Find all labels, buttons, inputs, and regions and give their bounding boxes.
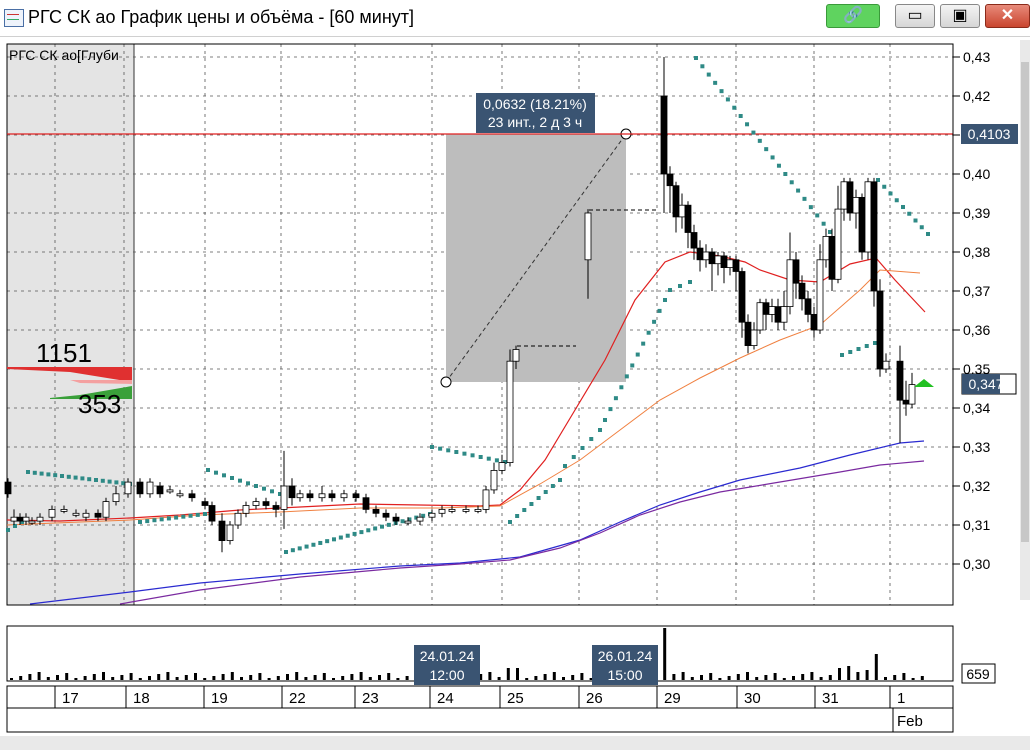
price-tick-label: 0,40 (963, 166, 990, 182)
price-tick-label: 0,31 (963, 517, 990, 533)
date-tick-label: 19 (211, 690, 228, 707)
link-icon: 🔗 (843, 7, 863, 24)
vertical-scroll-thumb[interactable] (1021, 62, 1029, 542)
price-tick-label: 0,36 (963, 322, 990, 338)
crosshair-time: 12:00 (429, 667, 464, 683)
price-tick-label: 0,38 (963, 244, 990, 260)
horizontal-scrollbar[interactable] (0, 736, 1030, 750)
maximize-button[interactable]: ▣ (940, 4, 980, 28)
orderbook-bid-volume: 353 (78, 389, 121, 419)
chart-app-icon (4, 9, 24, 27)
close-icon: ✕ (1000, 7, 1015, 24)
measure-start-handle[interactable] (440, 376, 452, 388)
date-tick-label: 22 (289, 690, 306, 707)
current-price-marker (914, 379, 934, 387)
month-axis (6, 707, 954, 733)
price-level-label: 0,4103 (968, 126, 1011, 142)
crosshair-date: 26.01.24 (598, 648, 653, 664)
date-tick-label: 1 (897, 690, 905, 707)
orderbook-ask-volume: 1151 (36, 338, 92, 368)
orderbook-bars (7, 367, 132, 399)
date-tick-label: 23 (362, 690, 379, 707)
crosshair-time: 15:00 (607, 667, 642, 683)
minimize-icon: ▭ (907, 7, 923, 24)
minimize-button[interactable]: ▭ (895, 4, 935, 28)
date-tick-label: 29 (664, 690, 681, 707)
crosshair-date: 24.01.24 (420, 648, 475, 664)
measure-duration: 23 инт., 2 д 3 ч (488, 114, 582, 130)
price-tick-label: 0,34 (963, 400, 990, 416)
price-tick-label: 0,32 (963, 478, 990, 494)
maximize-icon: ▣ (952, 7, 968, 24)
title-bar: РГС СК ао График цены и объёма - [60 мин… (0, 0, 1030, 37)
month-label: Feb (897, 713, 923, 730)
volume-value: 659 (966, 666, 990, 682)
measure-tooltip (476, 93, 595, 133)
crosshair-labels: 24.01.24 12:00 26.01.24 15:00 (414, 645, 658, 685)
price-level-label-box (961, 124, 1018, 144)
measure-line (445, 133, 627, 383)
date-tick-label: 17 (62, 690, 79, 707)
date-tick-label: 25 (507, 690, 524, 707)
history-shaded-zone (7, 44, 134, 605)
date-ticks: 17 18 19 22 23 24 25 26 29 30 31 1 (54, 686, 905, 708)
price-tick-label: 0,39 (963, 205, 990, 221)
date-tick-label: 26 (586, 690, 603, 707)
price-tick-label: 0,42 (963, 88, 990, 104)
price-tick-label: 0,30 (963, 556, 990, 572)
price-tick-label: 0,33 (963, 439, 990, 455)
price-tick-label: 0,37 (963, 283, 990, 299)
link-button[interactable]: 🔗 (826, 4, 880, 28)
instrument-legend: РГС СК ао[Глуби (9, 47, 119, 63)
current-price-label: 0,347 (968, 376, 1003, 392)
price-tick-label: 0,35 (963, 361, 990, 377)
window-title: РГС СК ао График цены и объёма - [60 мин… (28, 7, 415, 27)
date-tick-label: 30 (744, 690, 761, 707)
candles (4, 57, 916, 553)
date-tick-label: 24 (437, 690, 454, 707)
parabolic-sar (6, 56, 930, 554)
volume-value-box (961, 663, 996, 684)
measure-delta: 0,0632 (18.21%) (483, 96, 587, 112)
price-tick-label: 0,43 (963, 49, 990, 65)
date-tick-label: 31 (822, 690, 839, 707)
date-tick-label: 18 (133, 690, 150, 707)
